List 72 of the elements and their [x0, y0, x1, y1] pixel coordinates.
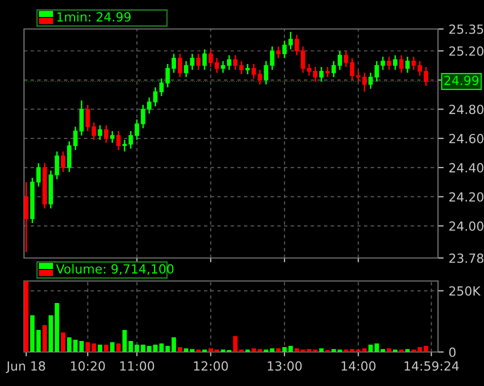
y-tick-label: 25.35 [449, 24, 484, 34]
bar [42, 325, 47, 352]
y-tick-label: 24.40 [449, 163, 484, 172]
bar [30, 315, 35, 352]
candlestick [393, 54, 398, 71]
candlestick [178, 53, 182, 78]
bar [104, 344, 108, 352]
candlestick [294, 34, 299, 56]
legend-label: Volume: 9,714,100 [56, 264, 174, 275]
candlestick [405, 56, 410, 74]
bar [288, 346, 293, 352]
y-tick-label: 24.60 [449, 134, 484, 144]
candlestick [233, 54, 238, 71]
x-tick-label: 13:00 [268, 361, 302, 371]
candlestick [98, 124, 102, 141]
candlestick [60, 150, 66, 173]
candlestick [245, 63, 250, 75]
x-tick-label: Jun 18 [6, 361, 46, 374]
y-tick-label: 24.00 [449, 221, 484, 231]
candlestick [282, 40, 287, 59]
y-tick-label: 24.80 [449, 104, 484, 114]
candlestick [424, 66, 428, 87]
bar [319, 348, 324, 352]
candlestick [300, 46, 306, 74]
candlestick [196, 53, 201, 71]
candlestick [116, 130, 121, 151]
candlestick [344, 50, 348, 68]
candlestick [226, 54, 232, 71]
bar [54, 303, 60, 352]
candlestick [270, 46, 274, 71]
candlestick [276, 46, 281, 59]
x-tick-label: 14:00 [342, 361, 376, 371]
legend-label: 1min: 24.99 [57, 12, 131, 22]
bar [282, 347, 287, 352]
bar [386, 348, 392, 352]
candlestick [220, 60, 226, 74]
bar [276, 348, 281, 352]
candlestick [104, 124, 108, 144]
bar [98, 344, 102, 352]
candlestick [288, 31, 293, 50]
candlestick [386, 56, 392, 71]
y-tick-label: 23.78 [449, 253, 484, 263]
candlestick [362, 72, 367, 92]
bar [60, 332, 66, 352]
x-tick-label: 14:59:24 [404, 361, 459, 371]
candlestick [399, 54, 404, 74]
bar [405, 349, 410, 352]
bar [178, 347, 182, 352]
candlestick [264, 60, 268, 86]
candlestick [239, 60, 244, 75]
bar [36, 330, 41, 352]
candlestick [54, 150, 60, 180]
ref-line-label: 24.99 [444, 76, 478, 86]
y-tick-label: 25.20 [449, 46, 484, 56]
candlestick [140, 104, 146, 129]
candlestick [319, 66, 324, 82]
bar [110, 342, 115, 352]
candlestick [24, 181, 28, 253]
x-tick-label: 11:00 [120, 361, 154, 371]
bar [48, 315, 54, 352]
candlestick [159, 78, 164, 97]
y-tick-label: 250K [449, 286, 481, 296]
x-tick-label: 10:20 [71, 361, 105, 371]
candlestick [110, 130, 115, 144]
candlestick [36, 162, 41, 188]
candlestick [79, 100, 84, 136]
bar [116, 343, 121, 352]
candlestick [202, 48, 207, 71]
y-tick-label: 24.20 [449, 192, 484, 202]
x-tick-label: 12:00 [194, 361, 228, 371]
y-tick-label: 0 [449, 347, 456, 357]
bar [79, 340, 84, 352]
